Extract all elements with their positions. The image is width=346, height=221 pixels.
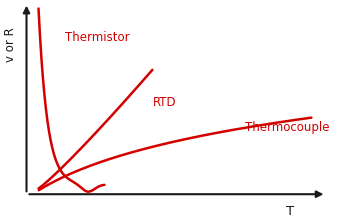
Text: T: T (286, 205, 294, 218)
Text: Thermocouple: Thermocouple (245, 121, 330, 134)
Text: Thermistor: Thermistor (65, 31, 130, 44)
Text: v or R: v or R (3, 28, 17, 62)
Text: RTD: RTD (153, 96, 176, 109)
